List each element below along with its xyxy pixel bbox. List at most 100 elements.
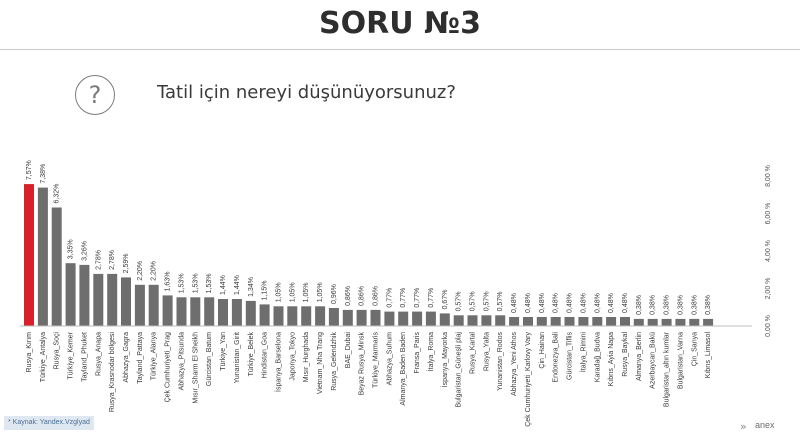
- category-label: İspanya_Barselona: [274, 332, 283, 392]
- category-label: Rusya_Krasnodar bölgesi: [109, 332, 116, 413]
- data-label: 0,86%: [373, 286, 380, 306]
- data-label: 1,05%: [289, 282, 296, 302]
- category-label: Bulgaristan_Varna: [677, 332, 684, 389]
- brand-logo: anex: [755, 420, 775, 430]
- category-label: İtalya_Rimini: [578, 332, 587, 373]
- bar: [398, 311, 409, 326]
- category-label: Türkiye_Belek: [248, 332, 255, 377]
- bar: [24, 184, 34, 326]
- category-label: Abhazya_Suhum: [386, 332, 393, 385]
- bar: [342, 309, 353, 326]
- data-label: 0,48%: [539, 293, 546, 313]
- data-label: 1,53%: [206, 273, 213, 293]
- y-axis: 0,00 % 2,00 % 4,00 % 6,00 % 8,00 %: [765, 165, 772, 337]
- bar: [439, 313, 450, 326]
- bar: [467, 315, 478, 326]
- category-label: İspanya_Mayorka: [440, 332, 449, 387]
- data-label: 1,05%: [303, 282, 310, 302]
- y-tick-label: 4,00 %: [765, 240, 772, 262]
- bar: [356, 309, 367, 326]
- page-title: SORU №3: [319, 6, 481, 41]
- category-label: Abhazya_Gagra: [123, 332, 130, 383]
- question-text: Tatil için nereyi düşünüyorsunuz?: [157, 82, 456, 103]
- bar: [578, 317, 589, 326]
- data-labels-group: 7,57% 7,38% 6,32% 3,35% 3,26% 2,78% 2,78% 2,59%…: [26, 160, 712, 315]
- bar: [453, 315, 464, 326]
- data-label: 2,20%: [137, 261, 144, 281]
- bar: [661, 318, 672, 326]
- bar: [301, 306, 312, 326]
- data-label: 0,57%: [483, 291, 490, 311]
- category-label: Karadağ_Budva: [594, 332, 601, 382]
- source-note: * Kaynak: Yandex.Vzglyad: [4, 416, 94, 430]
- category-label: Abhazya_Pitsunda: [179, 332, 186, 390]
- data-label: 0,57%: [470, 291, 477, 311]
- data-label: 2,78%: [95, 250, 102, 270]
- data-label: 3,35%: [68, 239, 75, 259]
- bar: [190, 297, 201, 326]
- data-label: 0,86%: [359, 286, 366, 306]
- data-label: 3,26%: [81, 241, 88, 261]
- category-label: Türkiye_Marmaris: [373, 332, 380, 389]
- category-label: Rusya_Baykal: [622, 332, 629, 377]
- category-label: Çin_Sanya: [691, 332, 698, 366]
- data-label: 1,44%: [220, 275, 227, 295]
- data-label: 0,77%: [428, 288, 435, 308]
- category-label: Rusya_Kırım: [26, 332, 33, 373]
- bar: [592, 317, 603, 326]
- category-label: İtalya_Roma: [426, 332, 435, 371]
- bar: [134, 284, 145, 327]
- category-label: Gürcistan_Tiflis: [567, 332, 574, 380]
- category-label: Beyaz Rusya_Minsk: [359, 332, 366, 396]
- bar: [384, 311, 395, 326]
- data-label: 1,15%: [262, 281, 269, 301]
- data-label: 0,48%: [594, 293, 601, 313]
- y-tick-label: 2,00 %: [765, 278, 772, 300]
- data-label: 1,63%: [165, 272, 172, 292]
- category-label: Çek Cumhuriyeti_Karlovy Vary: [525, 332, 532, 427]
- category-label: Tayland_Phuket: [81, 332, 88, 382]
- bar: [536, 317, 547, 326]
- header: SORU №3: [0, 0, 800, 48]
- category-label: Abhazya_Yeni Athos: [511, 332, 518, 396]
- data-label: 1,44%: [234, 275, 241, 295]
- bar: [287, 306, 298, 326]
- category-label: BAE_Dubai: [345, 332, 352, 369]
- y-tick-label: 0,00 %: [765, 315, 772, 337]
- data-label: 0,67%: [442, 290, 449, 310]
- bar: [51, 207, 62, 326]
- bar: [245, 300, 256, 326]
- category-label: Türkiye_Kemer: [68, 331, 75, 379]
- bar: [93, 273, 104, 326]
- y-tick-label: 8,00 %: [765, 165, 772, 187]
- bars-group: [20, 184, 752, 327]
- category-label: Gürcistan_Batum: [206, 332, 213, 386]
- bar: [162, 295, 173, 326]
- category-label: Tayland_Pattaya: [137, 332, 144, 384]
- data-label: 0,57%: [456, 291, 463, 311]
- bar: [65, 263, 76, 326]
- category-label: Yunanistan_Girit: [234, 332, 241, 383]
- data-label: 0,86%: [345, 286, 352, 306]
- bar: [79, 264, 90, 326]
- category-label: Rusya_Anapa: [95, 332, 102, 376]
- data-label: 7,38%: [40, 164, 47, 184]
- category-label: Çin_Hainan: [539, 332, 546, 369]
- header-divider: [0, 49, 800, 50]
- next-arrow-icon[interactable]: »: [740, 420, 747, 433]
- bar: [495, 315, 506, 326]
- bar: [412, 311, 423, 326]
- bar: [328, 308, 339, 326]
- category-label: Rusya_Soçi: [54, 332, 61, 370]
- category-label: Kıbrıs_Ayia Napa: [608, 332, 615, 386]
- bar: [633, 318, 644, 326]
- bar: [370, 309, 381, 326]
- category-label: Rusya_Yalta: [483, 332, 490, 371]
- bar: [675, 318, 686, 326]
- data-label: 1,53%: [179, 273, 186, 293]
- data-label: 0,38%: [691, 295, 698, 315]
- bar: [689, 318, 700, 326]
- category-label: Vietnam_Nha Trang: [317, 332, 324, 394]
- category-label: Kıbrıs_Limasol: [705, 332, 712, 379]
